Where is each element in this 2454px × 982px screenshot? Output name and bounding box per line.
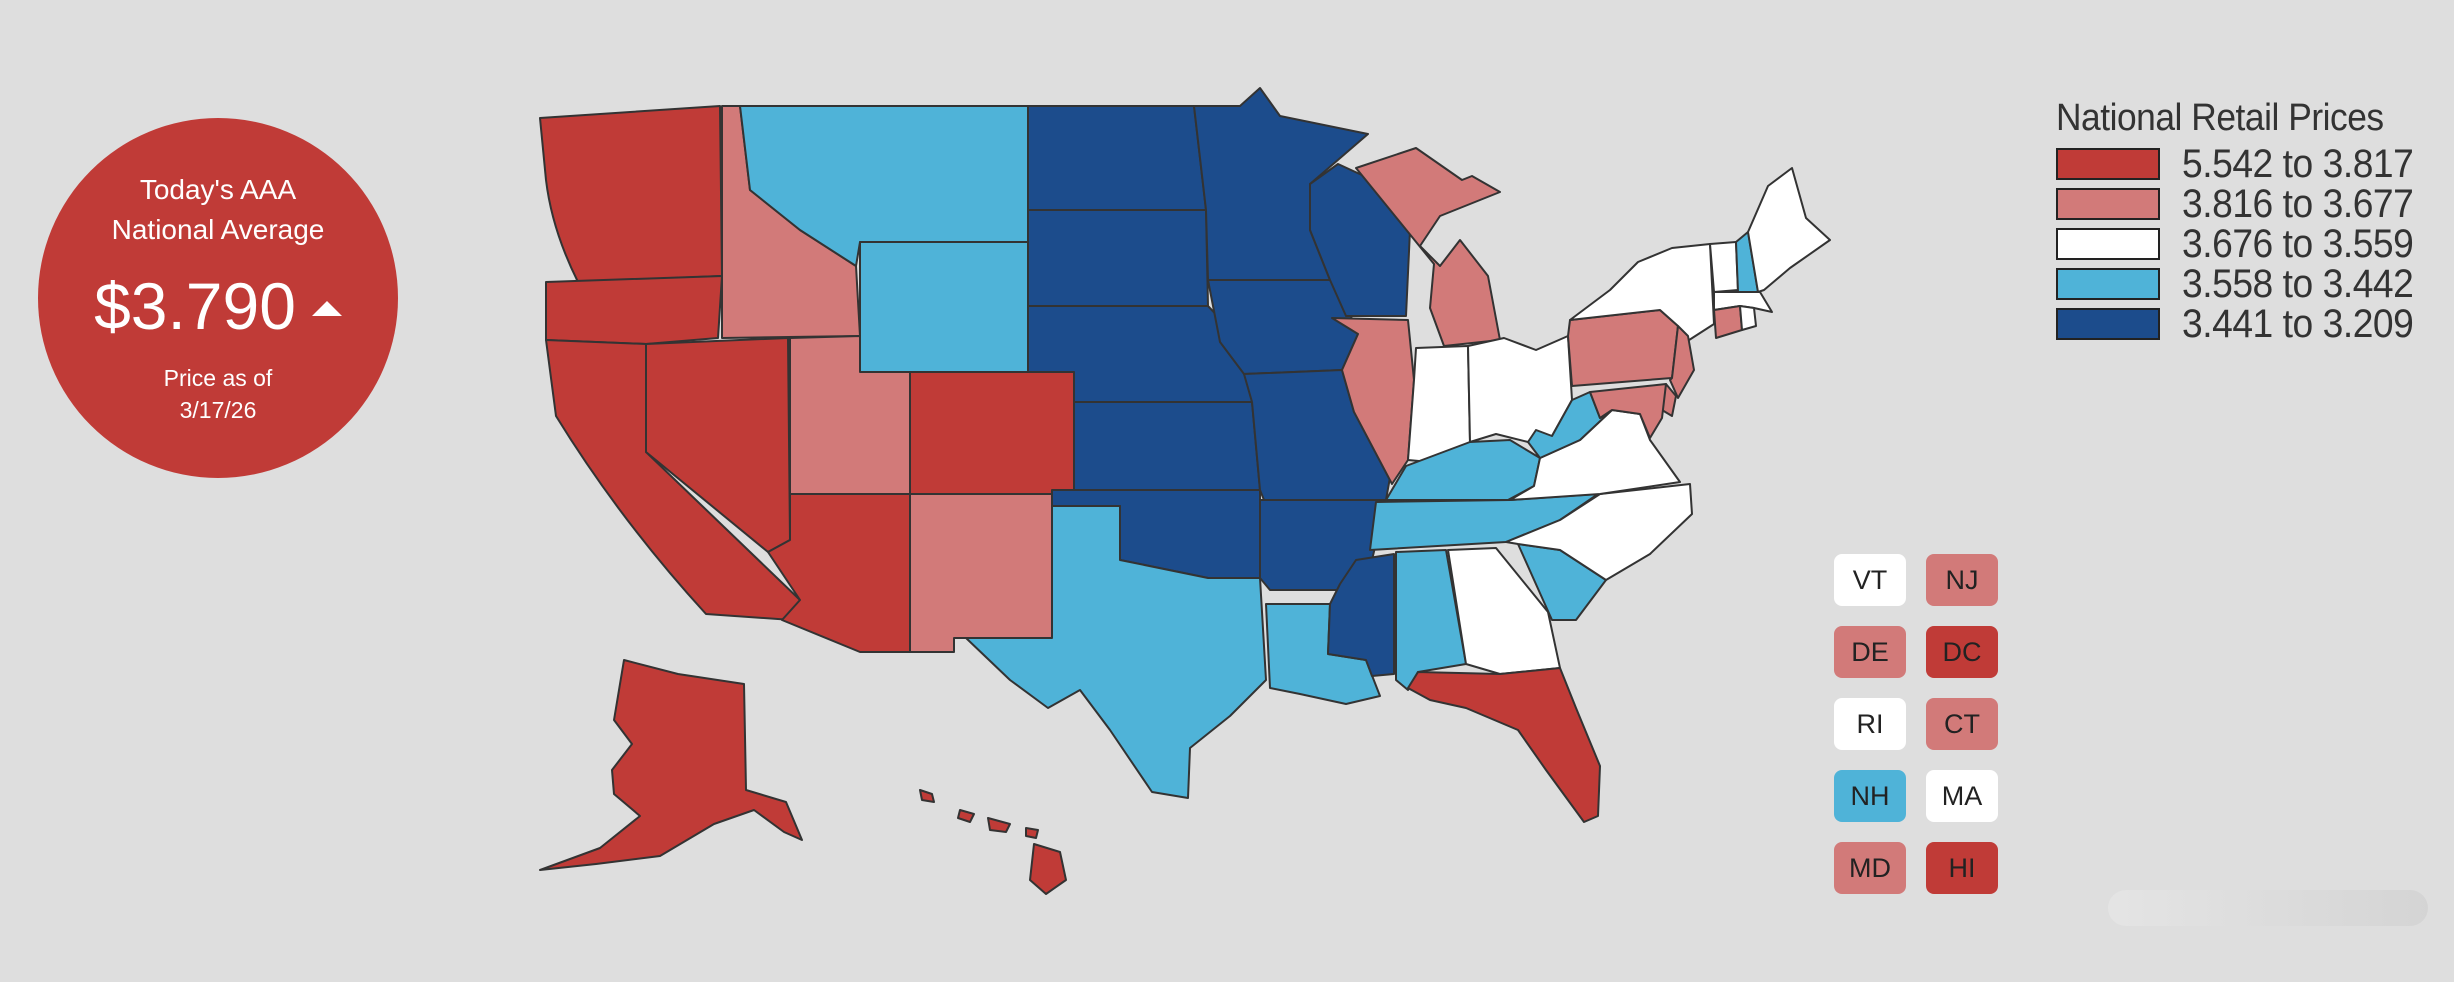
scroll-hint-overlay bbox=[2108, 890, 2428, 926]
state-WA[interactable] bbox=[539, 105, 723, 283]
national-average-badge: Today's AAA National Average $3.790 Pric… bbox=[38, 118, 398, 478]
state-VT[interactable] bbox=[1709, 241, 1739, 293]
state-NY[interactable] bbox=[1569, 243, 1715, 343]
state-IL[interactable] bbox=[1331, 317, 1415, 485]
price-date-label: Price as of bbox=[163, 365, 273, 391]
legend-label: 3.676 to 3.559 bbox=[2182, 222, 2414, 266]
state-AK[interactable] bbox=[539, 659, 803, 871]
state-chip-ri[interactable]: RI bbox=[1834, 698, 1906, 750]
state-SD[interactable] bbox=[1027, 209, 1209, 307]
legend-row: 3.441 to 3.209 bbox=[2056, 304, 2436, 344]
state-chip-ma[interactable]: MA bbox=[1926, 770, 1998, 822]
state-MS[interactable] bbox=[1327, 553, 1395, 677]
state-PA[interactable] bbox=[1567, 309, 1679, 387]
state-ME[interactable] bbox=[1747, 167, 1831, 293]
legend-swatch bbox=[2056, 268, 2160, 300]
state-chip-nj[interactable]: NJ bbox=[1926, 554, 1998, 606]
legend-label: 5.542 to 3.817 bbox=[2182, 142, 2414, 186]
trend-up-icon bbox=[311, 300, 342, 316]
legend-title: National Retail Prices bbox=[2056, 97, 2384, 139]
legend-row: 3.558 to 3.442 bbox=[2056, 264, 2436, 304]
state-OR[interactable] bbox=[545, 275, 723, 345]
legend-swatch bbox=[2056, 308, 2160, 340]
state-NJ[interactable] bbox=[1669, 325, 1695, 399]
state-AZ[interactable] bbox=[767, 493, 911, 653]
state-HI[interactable] bbox=[919, 789, 1067, 895]
state-WY[interactable] bbox=[859, 241, 1029, 373]
price-row: $3.790 bbox=[38, 266, 398, 346]
state-chip-ct[interactable]: CT bbox=[1926, 698, 1998, 750]
state-chip-vt[interactable]: VT bbox=[1834, 554, 1906, 606]
state-chip-hi[interactable]: HI bbox=[1926, 842, 1998, 894]
state-chip-nh[interactable]: NH bbox=[1834, 770, 1906, 822]
state-MD[interactable] bbox=[1589, 383, 1667, 439]
legend-row: 5.542 to 3.817 bbox=[2056, 144, 2436, 184]
state-TX[interactable] bbox=[965, 505, 1267, 799]
legend-swatch bbox=[2056, 188, 2160, 220]
state-NC[interactable] bbox=[1505, 483, 1693, 581]
legend-swatch bbox=[2056, 148, 2160, 180]
national-average-price: $3.790 bbox=[94, 269, 296, 343]
price-legend: National Retail Prices 5.542 to 3.817 3.… bbox=[2056, 92, 2436, 344]
state-NM[interactable] bbox=[909, 493, 1053, 653]
state-CT[interactable] bbox=[1713, 305, 1743, 339]
state-RI[interactable] bbox=[1739, 305, 1757, 331]
price-date: Price as of 3/17/26 bbox=[38, 362, 398, 426]
legend-label: 3.441 to 3.209 bbox=[2182, 302, 2414, 346]
state-chip-de[interactable]: DE bbox=[1834, 626, 1906, 678]
state-CO[interactable] bbox=[909, 371, 1075, 495]
legend-label: 3.558 to 3.442 bbox=[2182, 262, 2414, 306]
state-MI[interactable] bbox=[1355, 147, 1501, 347]
legend-swatch bbox=[2056, 228, 2160, 260]
legend-label: 3.816 to 3.677 bbox=[2182, 182, 2414, 226]
state-ND[interactable] bbox=[1027, 105, 1207, 211]
badge-heading-line1: Today's AAA bbox=[139, 174, 297, 205]
legend-row: 3.676 to 3.559 bbox=[2056, 224, 2436, 264]
price-date-value: 3/17/26 bbox=[179, 397, 257, 423]
legend-row: 3.816 to 3.677 bbox=[2056, 184, 2436, 224]
us-gas-price-map bbox=[539, 87, 1831, 895]
state-FL[interactable] bbox=[1407, 667, 1601, 823]
badge-heading-line2: National Average bbox=[111, 214, 325, 245]
state-KS[interactable] bbox=[1073, 401, 1261, 491]
small-state-chips: VT NJ DE DC RI CT NH MA MD HI bbox=[1834, 554, 1998, 894]
state-chip-dc[interactable]: DC bbox=[1926, 626, 1998, 678]
badge-heading: Today's AAA National Average bbox=[38, 170, 398, 250]
state-chip-md[interactable]: MD bbox=[1834, 842, 1906, 894]
